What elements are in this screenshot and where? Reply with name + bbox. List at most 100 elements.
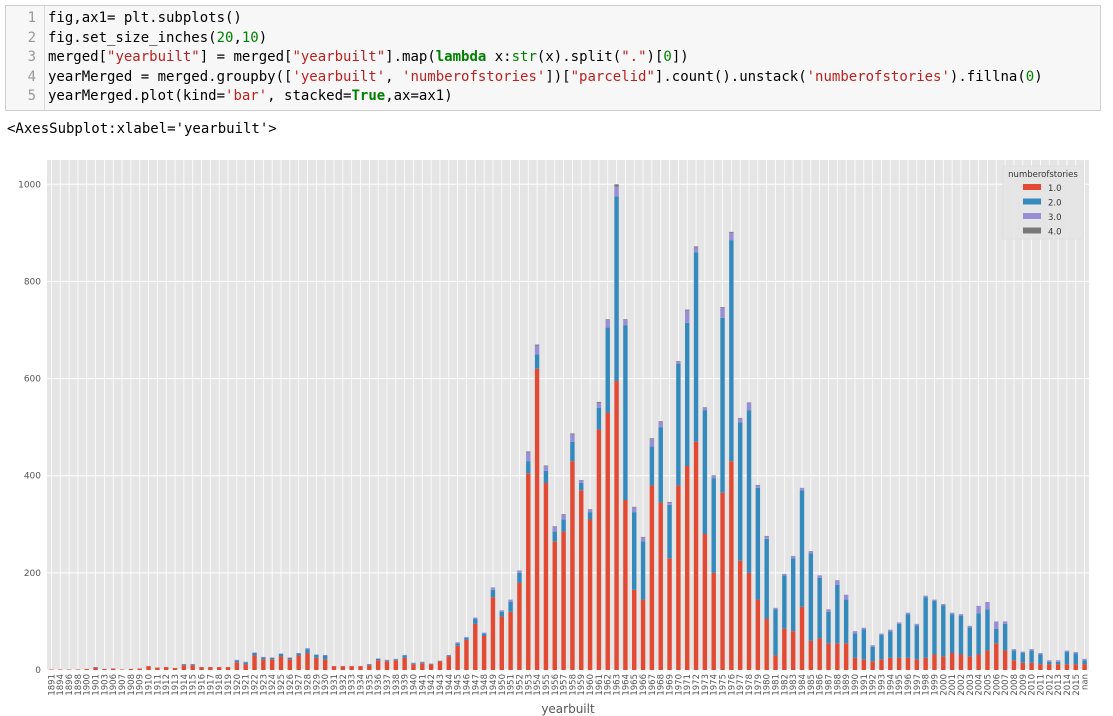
- bar-segment: [1002, 623, 1008, 651]
- bar-segment: [649, 439, 655, 447]
- bar-segment: [199, 667, 204, 670]
- x-tick-label: 1943: [436, 674, 446, 696]
- code-text: yearMerged.plot(kind='bar', stacked=True…: [48, 87, 453, 106]
- bar-segment: [711, 478, 716, 573]
- bar-segment: [1029, 650, 1034, 663]
- y-tick-label: 400: [24, 472, 41, 482]
- bar-segment: [605, 320, 610, 328]
- bar-segment: [296, 653, 301, 656]
- bar-segment: [455, 642, 460, 644]
- code-text: fig,ax1= plt.subplots(): [48, 9, 242, 28]
- x-tick-label: 1960: [586, 674, 596, 696]
- x-tick-label: 1935: [365, 674, 375, 696]
- code-token: )[: [646, 49, 664, 65]
- bar-segment: [888, 657, 893, 670]
- x-tick-label: 1989: [842, 674, 852, 696]
- legend-label: 2.0: [1048, 199, 1062, 209]
- bar-segment: [543, 483, 549, 670]
- x-tick-label: 1912: [162, 674, 172, 696]
- code-token: True: [351, 88, 386, 104]
- y-axis: 0 200 400 600 800 1000: [18, 180, 41, 676]
- x-tick-label: 1986: [816, 674, 826, 696]
- bar-segment: [985, 602, 990, 610]
- x-tick-label: 1916: [198, 674, 208, 696]
- bar-segment: [773, 655, 778, 670]
- x-tick-label: 1939: [401, 674, 411, 696]
- bar-segment: [287, 657, 293, 658]
- bar-segment: [340, 666, 346, 670]
- bar-segment: [623, 500, 628, 670]
- bar-segment: [1082, 660, 1087, 665]
- code-token: (x).split(: [536, 49, 622, 65]
- bar-segment: [243, 661, 248, 663]
- x-tick-label: 1987: [825, 674, 835, 696]
- bar-segment: [693, 252, 699, 442]
- bar-segment: [790, 555, 796, 559]
- bar-segment: [473, 617, 478, 619]
- bar-segment: [1047, 664, 1052, 670]
- code-token: , stacked=: [267, 88, 352, 104]
- bar-segment: [896, 623, 902, 658]
- bar-segment: [322, 654, 328, 656]
- bar-segment: [1011, 660, 1017, 670]
- bar-segment: [1064, 650, 1070, 653]
- x-tick-label: 1903: [100, 674, 110, 696]
- bar-segment: [1055, 664, 1061, 670]
- bar-segment: [587, 519, 593, 670]
- bar-segment: [446, 656, 451, 670]
- bar-segment: [464, 636, 469, 638]
- bar-segment: [852, 631, 858, 634]
- bar-segment: [649, 485, 655, 670]
- legend-swatch: [1023, 184, 1041, 190]
- code-token: "yearbuilt": [107, 49, 200, 65]
- code-token: merged[: [48, 49, 108, 65]
- bar-segment: [155, 667, 160, 670]
- x-tick-label: 1956: [551, 674, 561, 696]
- legend-title: numberofstories: [1008, 170, 1078, 180]
- x-tick-label: 1924: [268, 674, 278, 696]
- bar-segment: [446, 654, 451, 656]
- bar-segment: [181, 664, 187, 666]
- x-tick-label: 1973: [701, 674, 711, 696]
- bar-segment: [164, 667, 169, 670]
- bar-segment: [826, 643, 831, 670]
- bar-segment: [976, 654, 981, 670]
- x-tick-label: 1993: [877, 674, 887, 696]
- bar-segment: [896, 657, 902, 670]
- bar-segment: [905, 657, 911, 670]
- bar-segment: [737, 422, 743, 561]
- bar-segment: [764, 535, 769, 537]
- bar-segment: [764, 619, 769, 670]
- bar-segment: [702, 407, 708, 411]
- code-cell[interactable]: 1 fig,ax1= plt.subplots() 2 fig.set_size_in…: [5, 5, 1101, 111]
- bar-segment: [393, 660, 399, 670]
- bar-segment: [843, 643, 849, 670]
- x-tick-label: 1910: [145, 674, 155, 696]
- bar-segment: [790, 558, 796, 632]
- code-token: 'numberofstories': [806, 68, 950, 85]
- bar-segment: [473, 619, 478, 624]
- x-tick-label: 1909: [136, 674, 146, 696]
- bar-segment: [543, 465, 549, 467]
- code-token: ".": [621, 49, 647, 65]
- bar-segment: [437, 660, 443, 662]
- bar-segment: [269, 659, 275, 670]
- bar-segment: [1047, 661, 1052, 665]
- x-tick-label: 1900: [83, 674, 93, 696]
- cell-output-text: <AxesSubplot:xlabel='yearbuilt'>: [7, 121, 277, 137]
- code-token: yearMerged.plot(kind=: [48, 88, 226, 104]
- bar-segment: [552, 531, 557, 542]
- bar-segment: [861, 659, 867, 670]
- x-tick-label: 1971: [683, 674, 693, 696]
- bar-segment: [305, 649, 310, 653]
- bar-segment: [985, 609, 990, 651]
- bar-segment: [746, 410, 752, 573]
- bar-segment: [420, 661, 425, 663]
- bar-segment: [799, 487, 805, 491]
- x-tick-label: 1941: [418, 674, 428, 696]
- x-tick-label: 1988: [833, 674, 843, 696]
- bar-segment: [570, 441, 575, 462]
- bar-segment: [526, 461, 531, 474]
- legend-label: 1.0: [1048, 184, 1062, 194]
- x-tick-label: 1918: [215, 674, 225, 696]
